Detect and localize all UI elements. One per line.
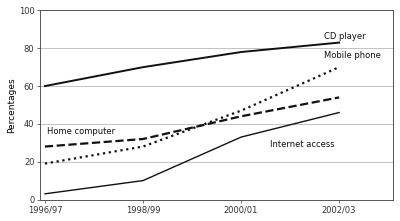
Text: CD player: CD player <box>324 32 366 41</box>
Text: Home computer: Home computer <box>47 127 115 136</box>
Text: Mobile phone: Mobile phone <box>324 51 381 60</box>
Y-axis label: Percentages: Percentages <box>7 77 16 133</box>
Text: Internet access: Internet access <box>270 140 335 149</box>
